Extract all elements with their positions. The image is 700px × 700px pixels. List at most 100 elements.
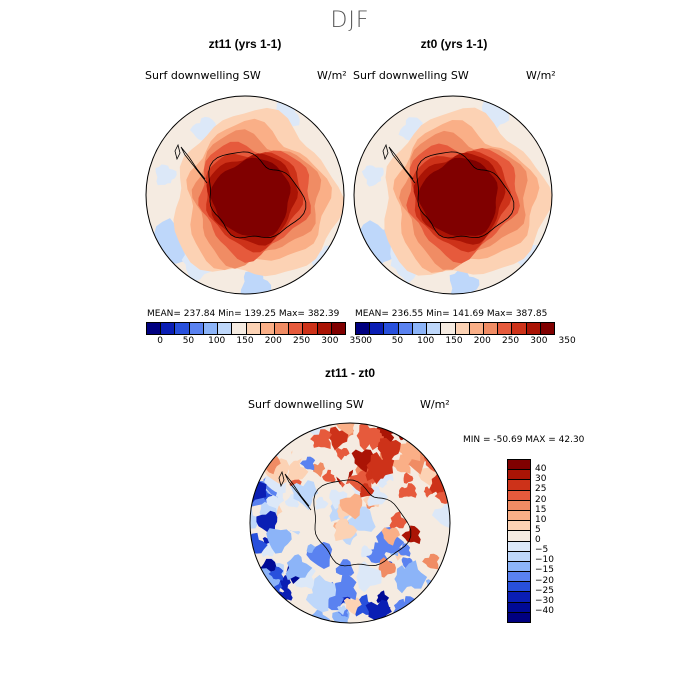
- colorbar-swatch: [508, 551, 530, 562]
- field-contour: [254, 423, 280, 439]
- field-contour: [339, 493, 363, 520]
- peninsula-coastline: [284, 473, 312, 511]
- field-contour: [258, 423, 281, 439]
- panel-3-units: W/m²: [420, 398, 450, 411]
- field-contour: [381, 527, 401, 546]
- colorbar-tick-label: −10: [535, 555, 554, 566]
- colorbar-swatch: [508, 531, 530, 542]
- field-contour: [335, 447, 350, 462]
- colorbar-swatch: [508, 592, 530, 603]
- colorbar-swatch: [508, 490, 530, 501]
- field-contour: [433, 443, 450, 469]
- colorbar-swatch: [412, 323, 428, 334]
- field-contour: [250, 455, 264, 473]
- colorbar-tick-label: 200: [473, 336, 491, 346]
- field-contour: [329, 489, 348, 510]
- field-contour: [260, 431, 271, 442]
- colorbar-swatch: [526, 323, 541, 334]
- colorbar-swatch: [508, 602, 530, 613]
- colorbar-tick-label: 200: [264, 336, 282, 346]
- colorbar-tick-label: −5: [535, 545, 549, 556]
- colorbar-tick-label: 40: [535, 464, 547, 475]
- antarctica-coastline: [313, 479, 412, 567]
- colorbar-swatch: [483, 323, 499, 334]
- colorbar-swatch: [441, 323, 456, 334]
- field-contour: [337, 605, 347, 616]
- field-contour: [285, 528, 315, 560]
- field-contour: [398, 486, 410, 498]
- colorbar-tick-label: 50: [182, 336, 195, 346]
- peninsula-coastline: [180, 146, 208, 184]
- panel-1-colorbar-ticks: 0 50 100 150 200 250 300 350: [146, 336, 366, 348]
- field-contour: [268, 423, 295, 435]
- field-contour: [310, 429, 332, 449]
- colorbar-swatch: [508, 480, 530, 491]
- field-contour: [361, 545, 373, 558]
- field-contour: [412, 423, 427, 435]
- field-contour: [287, 460, 309, 482]
- colorbar-swatch: [246, 323, 261, 334]
- field-contour: [291, 441, 310, 461]
- panel-3-map: [249, 422, 451, 624]
- colorbar-swatch: [508, 612, 530, 622]
- field-contour: [312, 574, 337, 604]
- field-contour: [431, 502, 450, 529]
- colorbar-swatch: [203, 323, 219, 334]
- panel-3-stats: MIN = -50.69 MAX = 42.30: [463, 435, 585, 445]
- colorbar-swatch: [370, 323, 385, 334]
- field-contour: [361, 165, 384, 187]
- colorbar-tick-label: −20: [535, 575, 554, 586]
- antarctica-coastline: [208, 151, 307, 239]
- field-contour: [377, 437, 401, 464]
- field-contour: [351, 449, 376, 473]
- field-contour: [266, 528, 292, 554]
- field-contour: [437, 429, 450, 447]
- colorbar-swatch: [540, 323, 555, 334]
- field-contour: [396, 543, 411, 557]
- figure-title: DJF: [330, 8, 370, 33]
- field-contour: [256, 592, 272, 607]
- field-contour: [428, 523, 439, 535]
- colorbar-swatch: [508, 470, 530, 481]
- colorbar-swatch: [398, 323, 413, 334]
- field-contour: [210, 157, 291, 237]
- colorbar-tick-label: 0: [366, 336, 373, 346]
- field-contour: [389, 511, 408, 530]
- colorbar-swatch: [508, 460, 530, 471]
- field-contour: [335, 559, 355, 576]
- field-contour: [422, 433, 440, 451]
- colorbar-swatch: [508, 500, 530, 511]
- field-contour: [315, 496, 329, 510]
- colorbar-swatch: [356, 323, 371, 334]
- field-contour: [422, 553, 440, 570]
- colorbar-swatch: [175, 323, 190, 334]
- field-contour: [434, 590, 450, 616]
- field-contour: [390, 454, 412, 474]
- panel-2-title: zt0 (yrs 1-1): [420, 37, 488, 51]
- field-contour: [258, 423, 286, 448]
- colorbar-tick-label: 25: [535, 484, 547, 495]
- panel-1-colorbar: [146, 322, 346, 335]
- colorbar-swatch: [508, 541, 530, 552]
- colorbar-tick-label: 0: [157, 336, 164, 346]
- panel-1-variable: Surf downwelling SW: [145, 69, 261, 82]
- colorbar-tick-label: 150: [445, 336, 463, 346]
- colorbar-swatch: [218, 323, 233, 334]
- colorbar-tick-label: 100: [417, 336, 435, 346]
- field-contour: [250, 566, 258, 582]
- field-contour: [394, 565, 417, 594]
- field-contour: [425, 602, 447, 623]
- south-america-tip: [174, 143, 181, 161]
- colorbar-swatch: [498, 323, 513, 334]
- field-contour: [265, 423, 288, 435]
- field-contour: [259, 600, 278, 616]
- colorbar-swatch: [161, 323, 176, 334]
- field-contour: [290, 480, 319, 511]
- panel-1-stats: MEAN= 237.84 Min= 139.25 Max= 382.39: [147, 309, 340, 319]
- field-contour: [356, 423, 381, 451]
- field-contour: [409, 603, 431, 623]
- colorbar-swatch: [147, 323, 162, 334]
- field-contour: [300, 456, 316, 471]
- field-contour: [427, 440, 439, 451]
- colorbar-swatch: [317, 323, 332, 334]
